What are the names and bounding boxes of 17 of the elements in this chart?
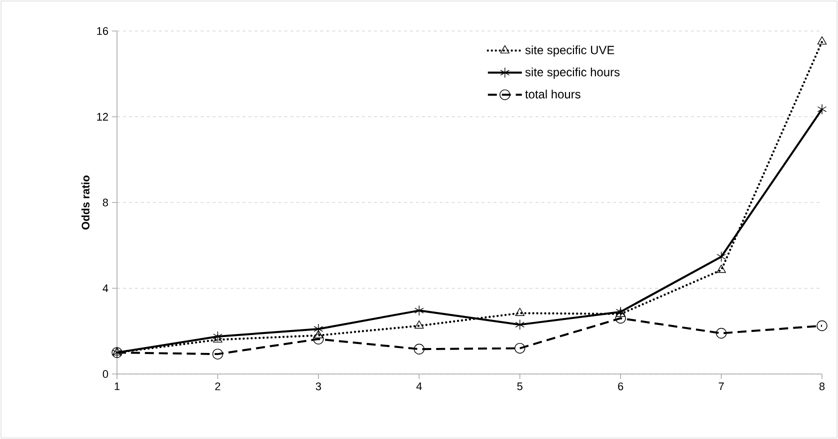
y-axis-title: Odds ratio bbox=[81, 176, 90, 230]
y-tick-label: 0 bbox=[102, 370, 108, 378]
x-tick-label: 6 bbox=[618, 382, 624, 390]
legend-label: total hours bbox=[525, 90, 580, 98]
x-tick-label: 3 bbox=[316, 382, 321, 390]
legend-label: site specific UVE bbox=[525, 45, 614, 57]
y-tick-label: 16 bbox=[97, 27, 108, 35]
y-tick-label: 4 bbox=[102, 284, 108, 292]
x-tick-label: 1 bbox=[114, 382, 120, 390]
x-tick-label: 2 bbox=[215, 382, 220, 390]
x-tick-label: 5 bbox=[517, 382, 522, 390]
x-tick-label: 8 bbox=[819, 382, 825, 390]
y-tick-label: 12 bbox=[97, 112, 108, 121]
x-tick-label: 7 bbox=[718, 382, 724, 390]
legend-label: site specific hours bbox=[525, 68, 620, 79]
y-tick-label: 8 bbox=[102, 198, 108, 206]
x-tick-label: 4 bbox=[416, 382, 422, 390]
